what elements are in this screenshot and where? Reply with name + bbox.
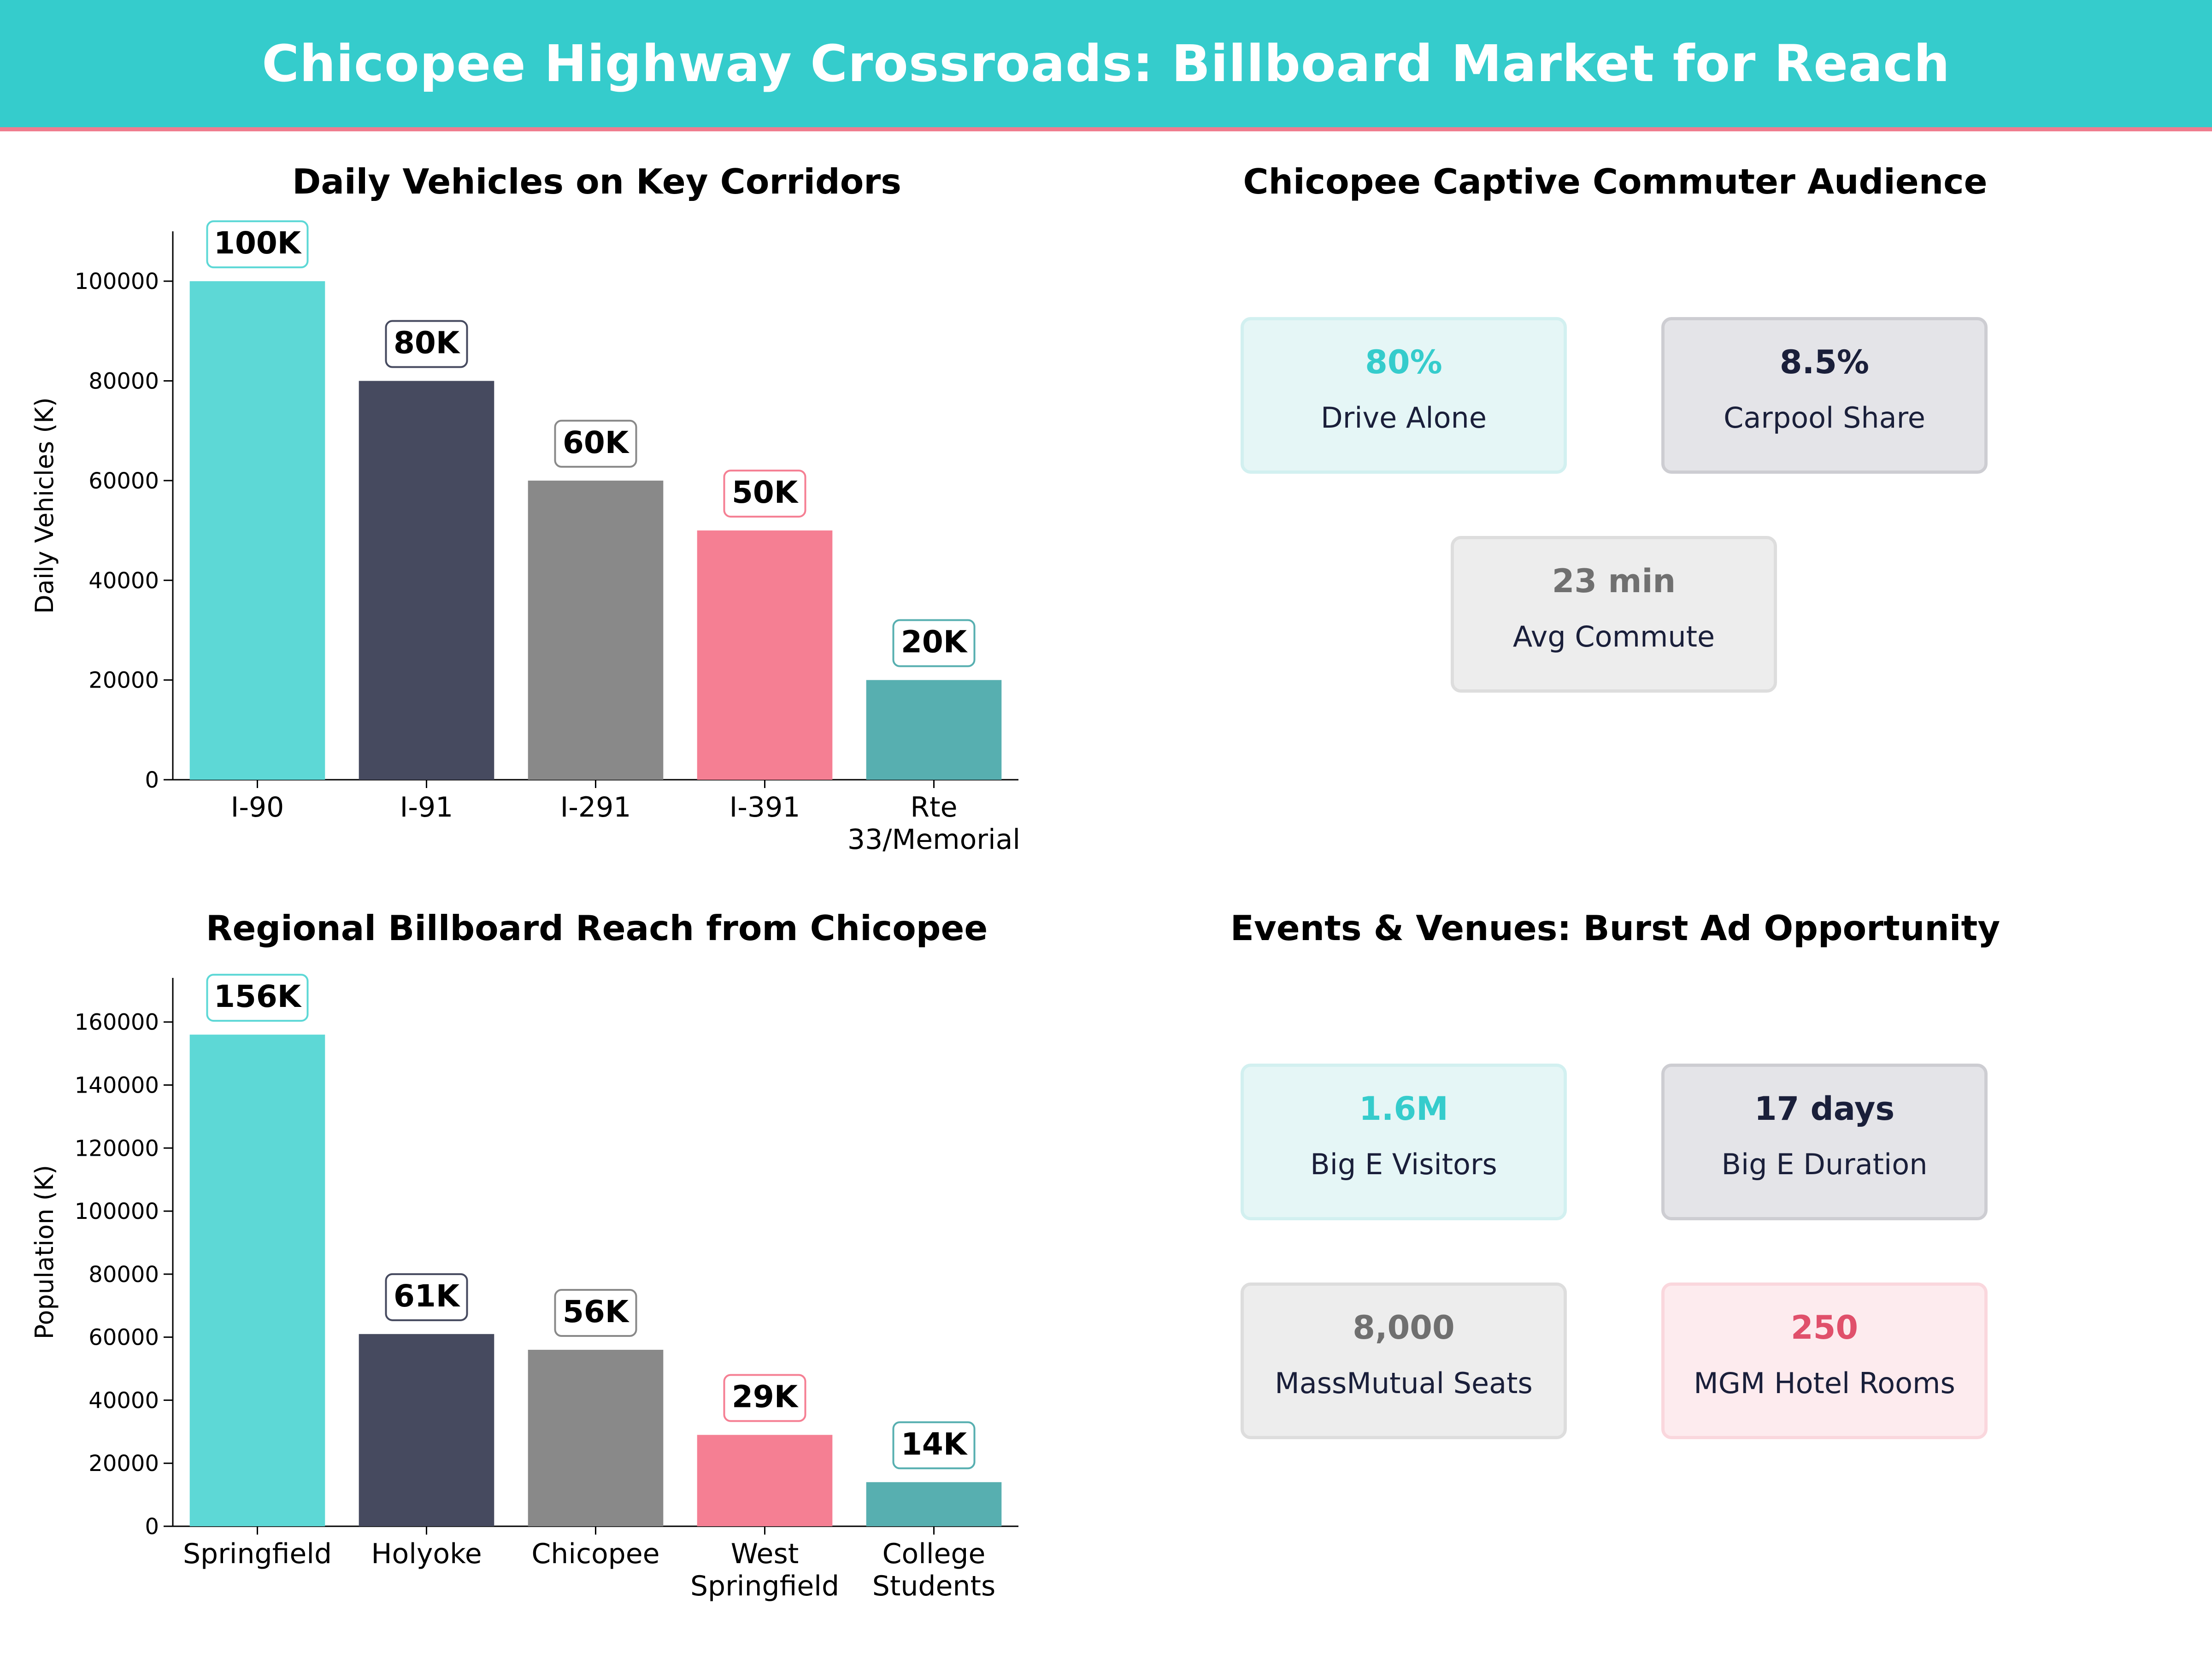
vehicles-y-tick-label: 40000 (88, 568, 159, 594)
vehicles-bar-chart: 0 20000 40000 60000 80000 100000 Daily Vehicle… (30, 220, 1020, 856)
reach-bar (697, 1435, 833, 1526)
reach-category-label: West (731, 1538, 799, 1570)
reach-bar (189, 1035, 325, 1526)
vehicles-value-label-box (385, 320, 468, 368)
vehicles-bar (697, 530, 833, 780)
carpool-share-label: Carpool Share (1724, 401, 1925, 435)
avg-commute-label: Avg Commute (1512, 620, 1715, 653)
mgm-hotel-rooms-card: 250 MGM Hotel Rooms (1661, 1282, 1988, 1439)
big-e-visitors-label: Big E Visitors (1310, 1147, 1497, 1181)
big-e-duration-value: 17 days (1754, 1090, 1895, 1128)
reach-value-label-box (385, 1273, 468, 1321)
avg-commute-value: 23 min (1552, 562, 1676, 600)
reach-value-label-box (892, 1421, 976, 1470)
vehicles-category-label: I-391 (729, 791, 800, 824)
big-e-visitors-card: 1.6M Big E Visitors (1241, 1064, 1567, 1220)
reach-value-label: 56K (563, 1294, 630, 1330)
reach-bar (528, 1350, 664, 1526)
drive-alone-card: 80% Drive Alone (1241, 317, 1567, 474)
vehicles-value-label-box (206, 220, 309, 269)
vehicles-category-label: I-291 (560, 791, 631, 824)
reach-y-tick-label: 80000 (88, 1262, 159, 1288)
reach-y-tick-label: 0 (145, 1514, 159, 1540)
page-title: Chicopee Highway Crossroads: Billboard M… (262, 34, 1950, 93)
reach-y-tick-label: 100000 (75, 1199, 159, 1224)
carpool-share-card: 8.5% Carpool Share (1661, 317, 1988, 474)
vehicles-category-label: Rte (910, 791, 957, 824)
reach-y-tick-label: 140000 (75, 1073, 159, 1099)
reach-category-label: Chicopee (531, 1538, 659, 1570)
reach-category-label: Students (872, 1570, 995, 1602)
vehicles-bar (189, 281, 325, 780)
massmutual-seats-value: 8,000 (1353, 1309, 1455, 1347)
reach-value-label: 29K (732, 1379, 799, 1415)
vehicles-bar (359, 381, 494, 780)
massmutual-seats-label: MassMutual Seats (1275, 1366, 1533, 1400)
reach-category-label: Springfield (183, 1538, 332, 1570)
vehicles-value-label-box (554, 419, 637, 468)
vehicles-category-label: I-90 (231, 791, 284, 824)
big-e-visitors-value: 1.6M (1359, 1090, 1448, 1128)
vehicles-y-tick-label: 80000 (88, 369, 159, 394)
vehicles-y-tick-label: 100000 (75, 269, 159, 294)
reach-y-tick-label: 40000 (88, 1388, 159, 1413)
reach-category-label: College (882, 1538, 986, 1570)
reach-y-tick-label: 120000 (75, 1135, 159, 1161)
reach-category-label: Holyoke (371, 1538, 482, 1570)
header-banner: Chicopee Highway Crossroads: Billboard M… (0, 0, 2212, 131)
vehicles-y-tick-label: 0 (145, 767, 159, 793)
reach-y-tick-label: 160000 (75, 1010, 159, 1035)
commuter-panel-title: Chicopee Captive Commuter Audience (1243, 161, 1988, 202)
reach-y-axis-label: Population (K) (30, 1165, 59, 1339)
vehicles-bar (866, 680, 1002, 780)
vehicles-value-label: 60K (563, 425, 630, 460)
reach-value-label: 14K (901, 1426, 968, 1462)
big-e-duration-label: Big E Duration (1721, 1147, 1928, 1181)
reach-value-label-box (206, 974, 309, 1022)
drive-alone-value: 80% (1365, 343, 1442, 381)
vehicles-value-label-box (892, 619, 976, 667)
reach-bar (359, 1334, 494, 1526)
vehicles-value-label-box (723, 470, 806, 518)
massmutual-seats-card: 8,000 MassMutual Seats (1241, 1282, 1567, 1439)
big-e-duration-card: 17 days Big E Duration (1661, 1064, 1988, 1220)
vehicles-chart-title: Daily Vehicles on Key Corridors (292, 161, 901, 202)
events-panel-title: Events & Venues: Burst Ad Opportunity (1230, 908, 2000, 948)
reach-value-label-box (723, 1374, 806, 1422)
reach-value-label: 61K (394, 1278, 461, 1314)
vehicles-category-label: 33/Memorial (847, 824, 1020, 856)
vehicles-value-label: 100K (214, 225, 302, 261)
vehicles-bar (528, 480, 664, 780)
reach-y-tick-label: 60000 (88, 1325, 159, 1351)
drive-alone-label: Drive Alone (1320, 401, 1487, 435)
mgm-hotel-rooms-value: 250 (1790, 1309, 1859, 1347)
reach-y-tick-label: 20000 (88, 1451, 159, 1477)
vehicles-value-label: 20K (901, 624, 968, 660)
carpool-share-value: 8.5% (1779, 343, 1870, 381)
avg-commute-card: 23 min Avg Commute (1451, 536, 1777, 693)
vehicles-y-axis-label: Daily Vehicles (K) (30, 397, 59, 614)
reach-category-label: Springfield (690, 1570, 839, 1602)
vehicles-category-label: I-91 (400, 791, 453, 824)
reach-value-label: 156K (214, 979, 302, 1014)
vehicles-y-tick-label: 20000 (88, 668, 159, 694)
vehicles-value-label: 80K (394, 325, 461, 361)
vehicles-value-label: 50K (732, 475, 799, 510)
reach-chart-title: Regional Billboard Reach from Chicopee (206, 908, 988, 948)
mgm-hotel-rooms-label: MGM Hotel Rooms (1694, 1366, 1955, 1400)
vehicles-y-tick-label: 60000 (88, 468, 159, 494)
reach-value-label-box (554, 1289, 637, 1337)
reach-bar (866, 1482, 1002, 1526)
reach-bar-chart: 0 20000 40000 60000 80000 100000 120000 140000 1… (30, 974, 1018, 1602)
